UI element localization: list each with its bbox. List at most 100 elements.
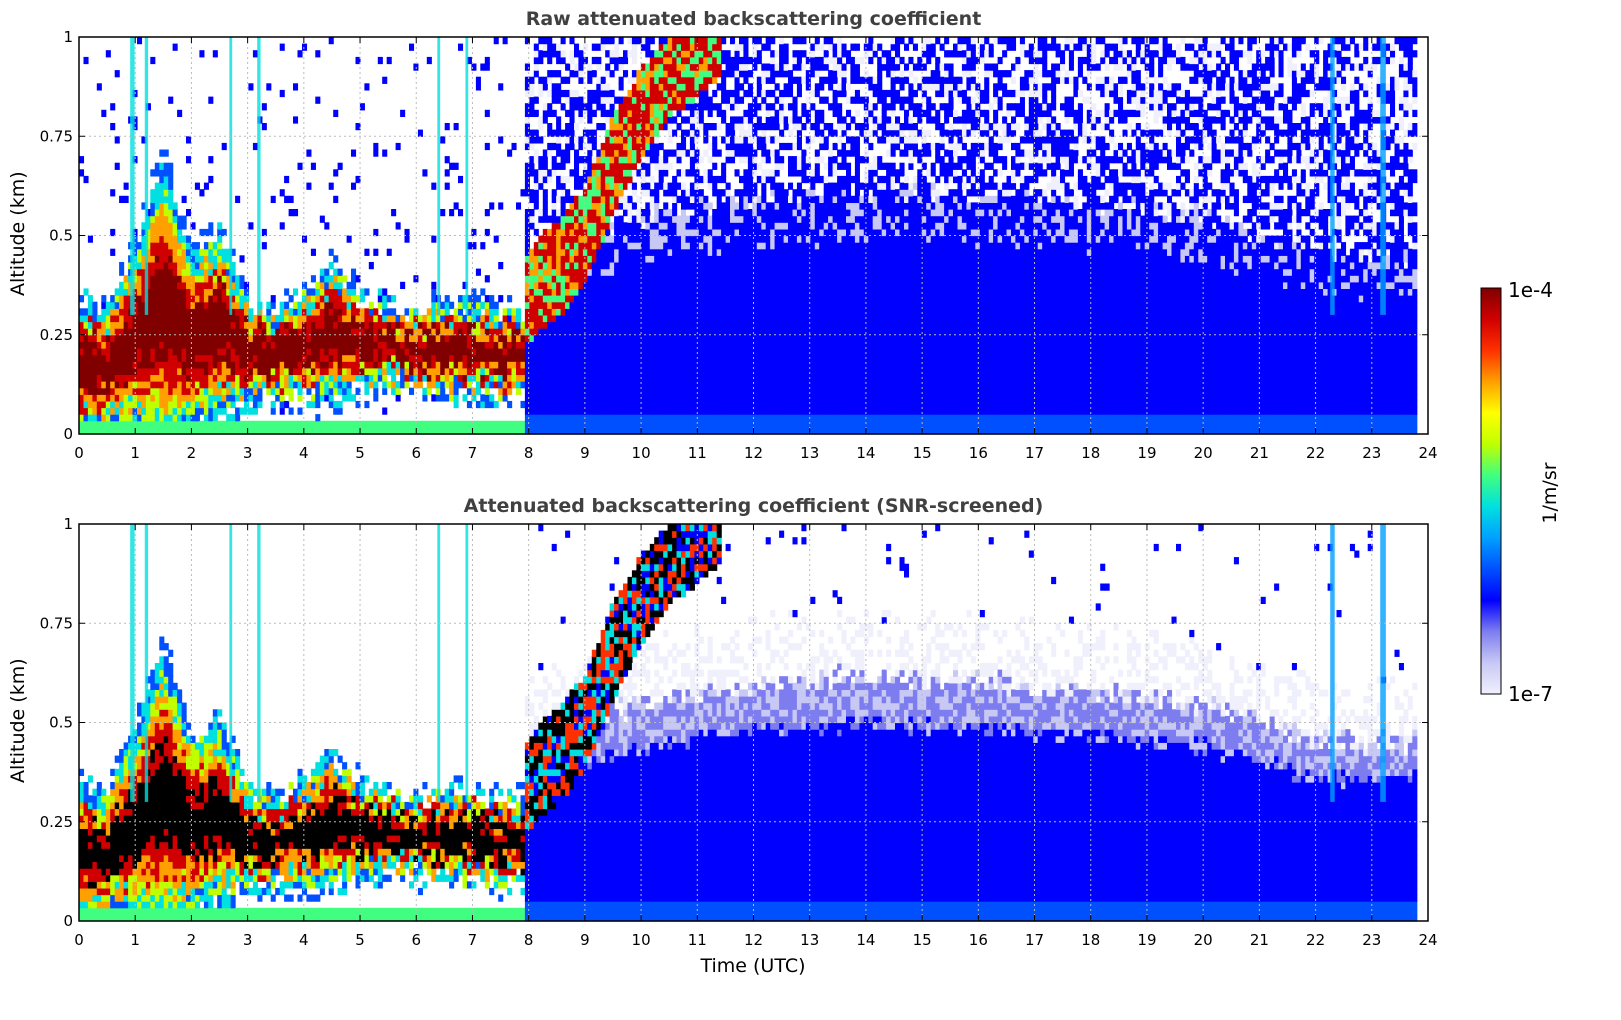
heatmap-cell <box>266 321 272 329</box>
heatmap-cell <box>239 420 245 429</box>
heatmap-cell <box>734 103 740 111</box>
heatmap-cell <box>676 195 682 204</box>
heatmap-cell <box>725 228 731 237</box>
heatmap-cell <box>92 341 98 349</box>
heatmap-cell <box>275 361 281 369</box>
heatmap-cell <box>507 341 513 349</box>
heatmap-cell <box>721 209 727 217</box>
heatmap-cell <box>417 367 423 376</box>
heatmap-cell <box>382 301 388 309</box>
heatmap-cell <box>574 374 580 382</box>
heatmap-cell <box>123 295 129 303</box>
heatmap-cell <box>752 314 758 323</box>
heatmap-cell <box>645 275 651 283</box>
heatmap-cell <box>244 301 250 309</box>
heatmap-cell <box>667 262 673 270</box>
heatmap-cell <box>698 281 704 290</box>
heatmap-cell <box>685 228 691 237</box>
heatmap-cell <box>654 262 660 270</box>
heatmap-cell <box>315 334 321 343</box>
heatmap-cell <box>681 328 687 336</box>
heatmap-cell <box>734 387 740 395</box>
heatmap-cell <box>194 348 200 356</box>
heatmap-cell <box>319 314 325 323</box>
heatmap-cell <box>359 308 365 316</box>
heatmap-cell <box>337 387 343 395</box>
heatmap-cell <box>177 228 183 237</box>
heatmap-cell <box>725 394 731 402</box>
heatmap-cell <box>538 76 544 84</box>
heatmap-cell <box>212 387 218 395</box>
heatmap-cell <box>556 235 562 243</box>
heatmap-cell <box>681 427 687 435</box>
heatmap-cell <box>636 156 642 164</box>
heatmap-cell <box>569 308 575 316</box>
heatmap-cell <box>230 394 236 402</box>
heatmap-cell <box>672 222 678 230</box>
heatmap-cell <box>533 43 539 51</box>
heatmap-cell <box>663 162 669 170</box>
heatmap-cell <box>614 215 620 223</box>
heatmap-cell <box>618 169 624 177</box>
heatmap-cell <box>132 407 138 415</box>
heatmap-cell <box>270 407 276 415</box>
heatmap-cell <box>217 334 223 343</box>
heatmap-cell <box>609 37 615 45</box>
heatmap-cell <box>324 281 330 290</box>
heatmap-cell <box>587 156 593 164</box>
heatmap-cell <box>480 288 486 296</box>
heatmap-cell <box>404 321 410 329</box>
heatmap-cell <box>663 354 669 362</box>
heatmap-cell <box>681 334 687 343</box>
heatmap-cell <box>716 407 722 415</box>
heatmap-cell <box>605 109 611 118</box>
heatmap-cell <box>667 301 673 309</box>
heatmap-cell <box>163 169 169 177</box>
heatmap-cell <box>582 427 588 435</box>
heatmap-cell <box>226 288 232 296</box>
heatmap-cell <box>596 228 602 237</box>
heatmap-cell <box>163 328 169 336</box>
heatmap-cell <box>591 222 597 230</box>
heatmap-cell <box>529 361 535 369</box>
heatmap-cell <box>542 262 548 270</box>
heatmap-cell <box>605 308 611 316</box>
heatmap-cell <box>150 189 156 197</box>
heatmap-cell <box>395 367 401 376</box>
heatmap-cell <box>730 394 736 402</box>
heatmap-cell <box>681 281 687 290</box>
heatmap-cell <box>721 76 727 84</box>
heatmap-cell <box>110 354 116 362</box>
heatmap-cell <box>453 308 459 316</box>
heatmap-cell <box>123 354 129 362</box>
heatmap-cell <box>128 314 134 323</box>
heatmap-cell <box>703 427 709 435</box>
heatmap-cell <box>431 314 437 323</box>
heatmap-cell <box>203 308 209 316</box>
heatmap-cell <box>591 361 597 369</box>
heatmap-cell <box>172 235 178 243</box>
heatmap-cell <box>529 334 535 343</box>
heatmap-cell <box>422 341 428 349</box>
heatmap-cell <box>685 56 691 65</box>
heatmap-cell <box>676 169 682 177</box>
heatmap-cell <box>667 314 673 323</box>
heatmap-cell <box>172 288 178 296</box>
heatmap-cell <box>582 109 588 118</box>
heatmap-cell <box>261 361 267 369</box>
heatmap-cell <box>257 334 263 343</box>
heatmap-cell <box>582 228 588 237</box>
heatmap-cell <box>591 136 597 144</box>
heatmap-cell <box>284 427 290 435</box>
heatmap-cell <box>565 288 571 296</box>
heatmap-cell <box>475 420 481 429</box>
heatmap-cell <box>645 407 651 415</box>
heatmap-cell <box>654 222 660 230</box>
heatmap-cell <box>672 341 678 349</box>
heatmap-cell <box>663 255 669 263</box>
heatmap-cell <box>337 321 343 329</box>
heatmap-cell <box>574 149 580 157</box>
heatmap-cell <box>609 242 615 250</box>
heatmap-cell <box>734 427 740 435</box>
heatmap-cell <box>123 394 129 402</box>
